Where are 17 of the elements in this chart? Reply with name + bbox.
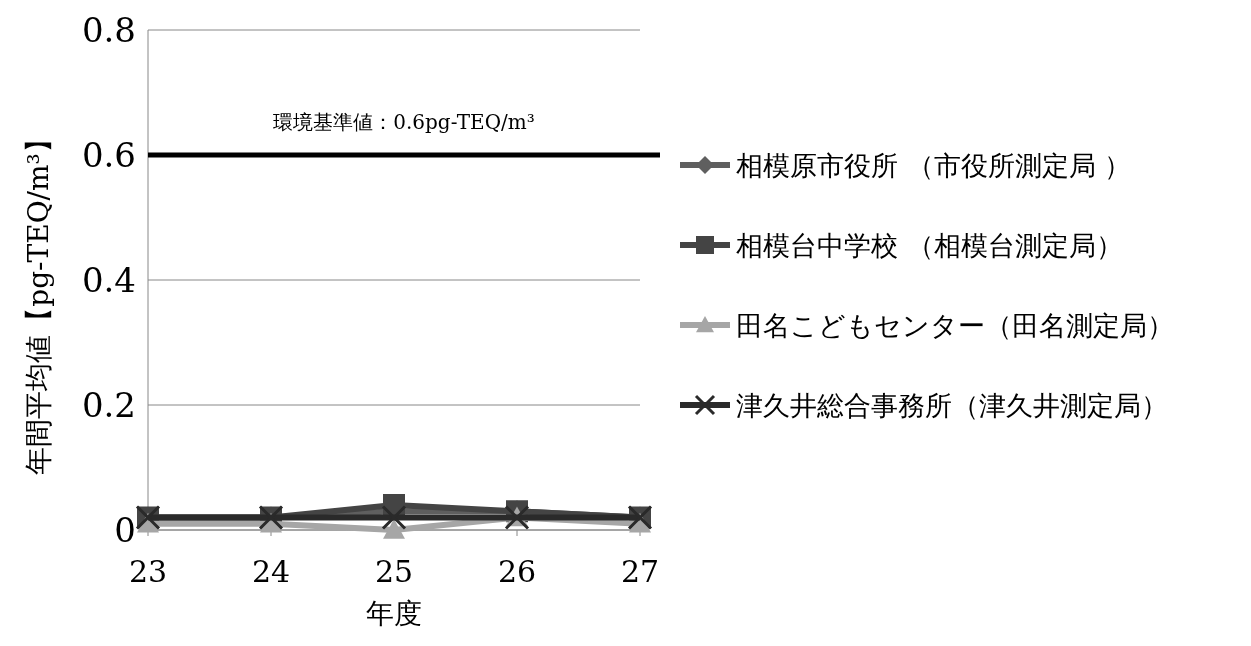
x-tick-label: 23 — [128, 554, 168, 589]
y-axis-title: 年間平均値【pg-TEQ/m³】 — [22, 125, 55, 475]
y-tick-label: 0.2 — [81, 385, 136, 425]
legend-label: 田名こどもセンター（田名測定局） — [736, 310, 1174, 341]
ref-line-label: 環境基準値：0.6pg-TEQ/m³ — [273, 110, 535, 134]
x-tick-label: 24 — [251, 554, 291, 589]
legend-label: 相模原市役所 （市役所測定局 ） — [736, 150, 1132, 181]
x-tick-label: 25 — [374, 554, 414, 589]
y-tick-label: 0 — [114, 510, 136, 550]
legend-label: 相模台中学校 （相模台測定局） — [736, 230, 1123, 261]
x-axis-title: 年度 — [366, 597, 422, 630]
x-tick-label: 27 — [620, 554, 660, 589]
y-tick-label: 0.6 — [81, 135, 136, 175]
y-tick-label: 0.8 — [81, 10, 136, 50]
y-tick-label: 0.4 — [81, 260, 136, 300]
x-tick-label: 26 — [497, 554, 537, 589]
legend-label: 津久井総合事務所（津久井測定局） — [736, 390, 1168, 421]
